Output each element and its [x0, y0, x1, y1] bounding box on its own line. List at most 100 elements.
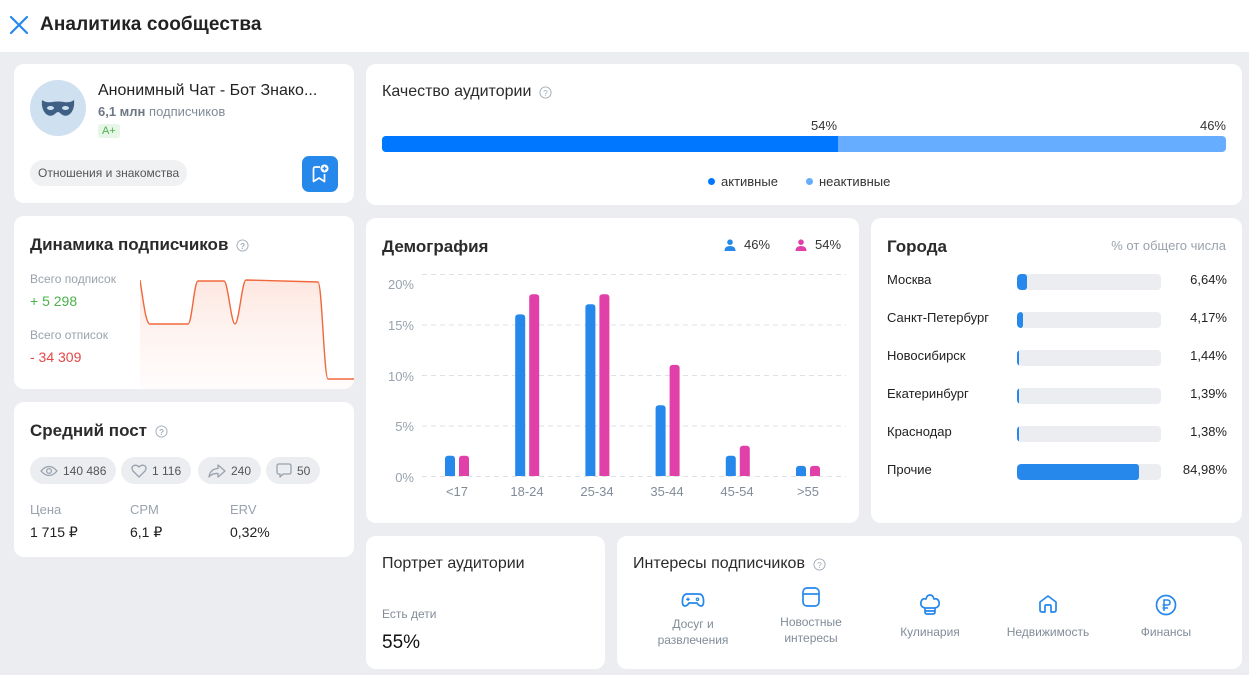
bar-female[interactable] — [459, 455, 469, 476]
city-name: Прочие — [887, 462, 932, 477]
subscribers-count: 6,1 млн подписчиков — [98, 104, 226, 119]
help-icon[interactable]: ? — [813, 557, 826, 571]
community-name[interactable]: Анонимный Чат - Бот Знако... — [98, 82, 318, 99]
bar-base — [459, 473, 469, 476]
bar-female[interactable] — [529, 294, 540, 476]
subscriber-dynamics-card: Динамика подписчиков ? Всего подписок + … — [14, 216, 354, 389]
average-post-card: Средний пост ? 140 486 1 116 240 50 Цена… — [14, 402, 354, 557]
inactive-percent: 46% — [1199, 118, 1226, 133]
interest-cooking[interactable]: Кулинария — [870, 594, 990, 640]
city-bar-fill — [1017, 464, 1140, 480]
svg-text:?: ? — [159, 426, 164, 436]
user-icon — [795, 238, 807, 251]
bar-base — [655, 473, 666, 476]
cpm-value: 6,1 ₽ — [130, 524, 163, 540]
city-bar-fill — [1017, 312, 1023, 328]
bar-male[interactable] — [655, 405, 666, 476]
subscribed-label: Всего подписок — [30, 272, 116, 286]
shares-stat: 240 — [198, 457, 262, 484]
legend-inactive: неактивные — [806, 174, 890, 189]
heart-icon — [131, 464, 147, 478]
ruble-icon — [1155, 594, 1177, 616]
city-name: Санкт-Петербург — [887, 310, 989, 325]
unsubscribed-label: Всего отписок — [30, 328, 108, 342]
city-name: Краснодар — [887, 424, 952, 439]
average-post-title: Средний пост ? — [30, 421, 168, 441]
unsubscribed-value: - 34 309 — [30, 349, 82, 365]
city-percent: 1,38% — [1190, 424, 1227, 439]
share-icon — [208, 463, 226, 478]
bar-male[interactable] — [515, 314, 526, 476]
add-bookmark-button[interactable] — [302, 156, 338, 192]
bar-base — [810, 473, 820, 476]
bar-male[interactable] — [725, 455, 736, 476]
city-bar-fill — [1017, 274, 1027, 290]
bar-male[interactable] — [445, 455, 455, 476]
interest-label: Недвижимость — [1006, 625, 1090, 639]
eye-icon — [40, 465, 58, 476]
city-bar — [1017, 312, 1161, 328]
interest-news[interactable]: Новостные интересы — [751, 586, 871, 646]
has-kids-label: Есть дети — [382, 607, 437, 621]
category-chip[interactable]: Отношения и знакомства — [30, 160, 188, 186]
y-tick: 0% — [395, 470, 414, 485]
interest-finance[interactable]: Финансы — [1106, 594, 1226, 640]
interest-realty[interactable]: Недвижимость — [988, 594, 1108, 640]
bar-female[interactable] — [739, 445, 750, 476]
city-percent: 4,17% — [1190, 310, 1227, 325]
close-icon[interactable] — [8, 14, 30, 36]
demography-title: Демография — [382, 237, 489, 256]
svg-text:?: ? — [240, 240, 245, 250]
comment-icon — [276, 463, 292, 478]
interests-title: Интересы подписчиков ? — [633, 555, 826, 573]
cities-card: Города % от общего числа Москва 6,64% Санк… — [871, 218, 1242, 523]
city-row: Санкт-Петербург 4,17% — [887, 309, 1227, 329]
city-percent: 1,39% — [1190, 386, 1227, 401]
active-percent: 54% — [811, 118, 838, 133]
user-icon — [724, 238, 736, 251]
bar-base — [585, 473, 596, 476]
active-fill — [382, 136, 838, 152]
city-percent: 84,98% — [1182, 462, 1227, 477]
city-bar-fill — [1017, 350, 1020, 366]
city-name: Москва — [887, 272, 932, 287]
help-icon[interactable]: ? — [236, 238, 249, 252]
views-stat: 140 486 — [30, 457, 117, 484]
bar-female[interactable] — [669, 364, 680, 476]
bookmark-add-icon — [312, 164, 329, 183]
city-bar — [1017, 464, 1161, 480]
y-tick: 15% — [387, 318, 414, 333]
top-bar: Аналитика сообщества — [0, 0, 1249, 52]
cities-subtitle: % от общего числа — [1111, 238, 1226, 253]
mask-icon — [41, 100, 75, 116]
city-row: Новосибирск 1,44% — [887, 347, 1227, 367]
legend-female: 54% — [795, 237, 841, 252]
interest-leisure[interactable]: Досуг и развлечения — [633, 590, 753, 648]
bar-male[interactable] — [585, 304, 596, 476]
cpm-label: CPM — [130, 502, 159, 517]
avatar — [30, 80, 86, 136]
bar-female[interactable] — [599, 294, 610, 476]
city-bar-fill — [1017, 388, 1020, 404]
city-bar — [1017, 350, 1161, 366]
x-tick: <17 — [445, 484, 469, 499]
likes-stat: 1 116 — [121, 457, 192, 484]
price-value: 1 715 ₽ — [30, 524, 78, 540]
x-tick: 35-44 — [650, 484, 684, 499]
subscriber-sparkline[interactable] — [140, 266, 354, 389]
bar-base — [515, 473, 526, 476]
bar-base — [445, 473, 455, 476]
help-icon[interactable]: ? — [539, 85, 552, 99]
city-row: Екатеринбург 1,39% — [887, 385, 1227, 405]
newspaper-icon — [802, 587, 820, 607]
cities-title: Города — [887, 237, 947, 256]
city-percent: 6,64% — [1190, 272, 1227, 287]
demography-bar-chart[interactable] — [422, 274, 846, 484]
audience-portrait-card: Портрет аудитории Есть дети 55% — [366, 536, 605, 669]
x-tick: 18-24 — [510, 484, 544, 499]
has-kids-value: 55% — [382, 632, 421, 653]
help-icon[interactable]: ? — [155, 424, 168, 438]
dot-icon — [806, 178, 813, 185]
city-bar — [1017, 426, 1161, 442]
interest-label: Кулинария — [900, 625, 960, 639]
